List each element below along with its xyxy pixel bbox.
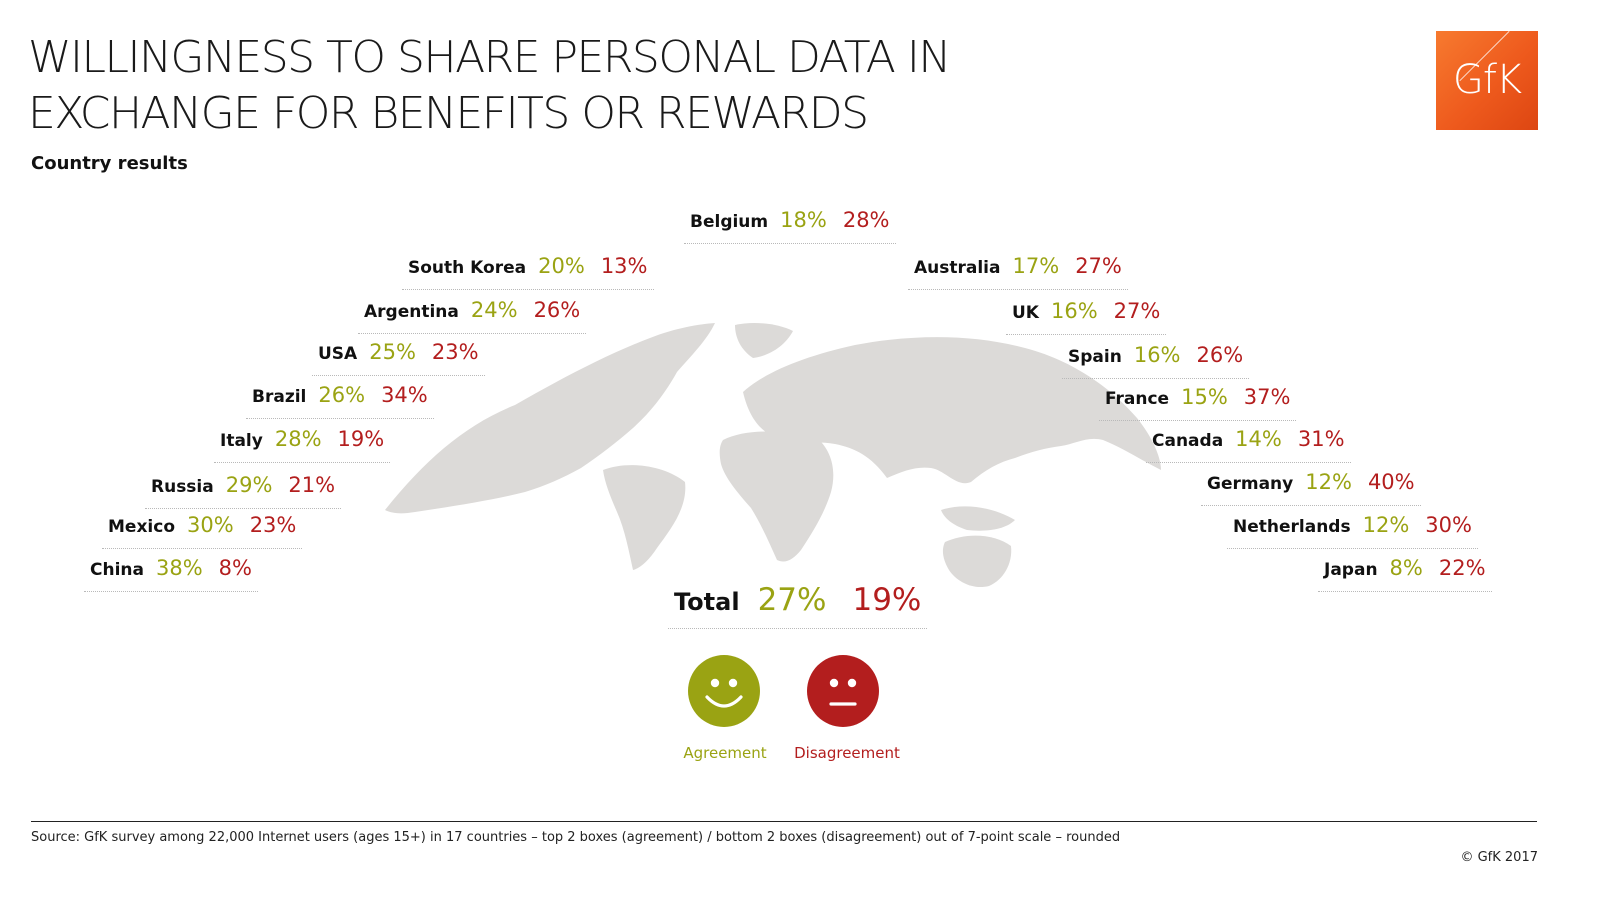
agreement-value: 14% — [1235, 427, 1282, 451]
source-note: Source: GfK survey among 22,000 Internet… — [31, 830, 1121, 845]
disagreement-value: 37% — [1243, 385, 1291, 409]
map-south-america — [603, 465, 686, 570]
country-name: Russia — [151, 477, 214, 497]
disagreement-value: 21% — [288, 473, 336, 497]
title-line-1: WILLINGNESS TO SHARE PERSONAL DATA IN — [28, 32, 951, 83]
country-row-australia: Australia 17% 27% — [908, 253, 1128, 290]
country-row-italy: Italy 28% 19% — [214, 426, 391, 463]
total-disagreement-value: 19% — [852, 582, 922, 618]
disagreement-value: 22% — [1438, 556, 1486, 580]
country-name: Japan — [1324, 560, 1378, 580]
title-line-2: EXCHANGE FOR BENEFITS OR REWARDS — [28, 88, 869, 139]
agreement-value: 30% — [187, 513, 234, 537]
country-row-mexico: Mexico 30% 23% — [102, 512, 303, 549]
smiley-face-icon — [688, 655, 760, 727]
agreement-value: 29% — [225, 473, 273, 497]
total-label: Total — [674, 588, 740, 616]
agreement-value: 25% — [369, 340, 416, 364]
country-row-brazil: Brazil 26% 34% — [246, 382, 434, 419]
disagreement-value: 40% — [1367, 470, 1415, 494]
country-name: China — [90, 560, 144, 580]
agreement-value: 8% — [1389, 556, 1423, 580]
agreement-value: 15% — [1181, 385, 1228, 409]
map-australia — [942, 535, 1012, 588]
country-row-argentina: Argentina 24% 26% — [358, 297, 587, 334]
total-row: Total 27% 19% — [668, 585, 928, 629]
country-name: Italy — [220, 431, 263, 451]
agreement-value: 12% — [1305, 470, 1352, 494]
disagreement-value: 19% — [337, 427, 385, 451]
disagreement-value: 31% — [1297, 427, 1345, 451]
disagreement-value: 34% — [381, 383, 428, 407]
agreement-value: 17% — [1012, 254, 1060, 278]
country-row-japan: Japan 8% 22% — [1318, 555, 1492, 592]
country-name: Australia — [914, 258, 1001, 278]
country-name: Germany — [1207, 474, 1294, 494]
map-europe-asia — [743, 337, 1161, 484]
map-greenland — [735, 323, 793, 358]
agreement-value: 38% — [155, 556, 203, 580]
disagreement-value: 30% — [1425, 513, 1472, 537]
page-title: WILLINGNESS TO SHARE PERSONAL DATA IN EX… — [28, 30, 951, 142]
country-name: Netherlands — [1233, 517, 1351, 537]
country-name: South Korea — [408, 258, 527, 278]
country-row-netherlands: Netherlands 12% 30% — [1227, 512, 1478, 549]
country-name: Canada — [1152, 431, 1224, 451]
world-map — [385, 323, 1161, 588]
country-name: Spain — [1068, 347, 1122, 367]
country-row-spain: Spain 16% 26% — [1062, 342, 1250, 379]
country-name: Brazil — [252, 387, 307, 407]
country-name: Mexico — [108, 517, 175, 537]
country-row-usa: USA 25% 23% — [312, 339, 485, 376]
gfk-logo: GfK — [1436, 31, 1538, 130]
agreement-value: 18% — [780, 208, 827, 232]
country-name: France — [1105, 389, 1170, 409]
agreement-value: 20% — [538, 254, 585, 278]
agreement-value: 16% — [1133, 343, 1181, 367]
country-name: Argentina — [364, 302, 459, 322]
legend-agreement-label: Agreement — [683, 744, 767, 762]
map-africa — [719, 431, 834, 562]
disagreement-value: 27% — [1075, 254, 1122, 278]
country-name: Belgium — [690, 212, 769, 232]
agreement-value: 28% — [274, 427, 322, 451]
country-row-canada: Canada 14% 31% — [1146, 426, 1351, 463]
agreement-value: 16% — [1050, 299, 1098, 323]
country-name: UK — [1012, 303, 1039, 323]
country-row-belgium: Belgium 18% 28% — [684, 207, 896, 244]
disagreement-value: 13% — [600, 254, 648, 278]
disagreement-value: 26% — [533, 298, 581, 322]
country-row-uk: UK 16% 27% — [1006, 298, 1167, 335]
legend-disagreement-label: Disagreement — [794, 744, 900, 762]
logo-text: GfK — [1452, 57, 1522, 103]
disagreement-value: 23% — [249, 513, 297, 537]
agreement-value: 24% — [470, 298, 518, 322]
agreement-value: 26% — [318, 383, 366, 407]
footer-divider — [31, 821, 1537, 822]
country-row-china: China 38% 8% — [84, 555, 258, 592]
disagreement-value: 27% — [1113, 299, 1161, 323]
country-name: USA — [318, 344, 358, 364]
country-row-russia: Russia 29% 21% — [145, 472, 342, 509]
disagreement-value: 26% — [1196, 343, 1244, 367]
disagreement-value: 28% — [842, 208, 890, 232]
country-row-germany: Germany 12% 40% — [1201, 469, 1421, 506]
country-row-france: France 15% 37% — [1099, 384, 1297, 421]
map-north-america — [385, 323, 715, 514]
copyright: © GfK 2017 — [1460, 850, 1538, 865]
subtitle: Country results — [31, 153, 188, 174]
country-row-south-korea: South Korea 20% 13% — [402, 253, 654, 290]
neutral-face-icon — [807, 655, 879, 727]
disagreement-value: 23% — [431, 340, 479, 364]
map-southeast-asia — [941, 506, 1015, 531]
agreement-value: 12% — [1362, 513, 1410, 537]
disagreement-value: 8% — [218, 556, 252, 580]
total-agreement-value: 27% — [757, 582, 827, 618]
